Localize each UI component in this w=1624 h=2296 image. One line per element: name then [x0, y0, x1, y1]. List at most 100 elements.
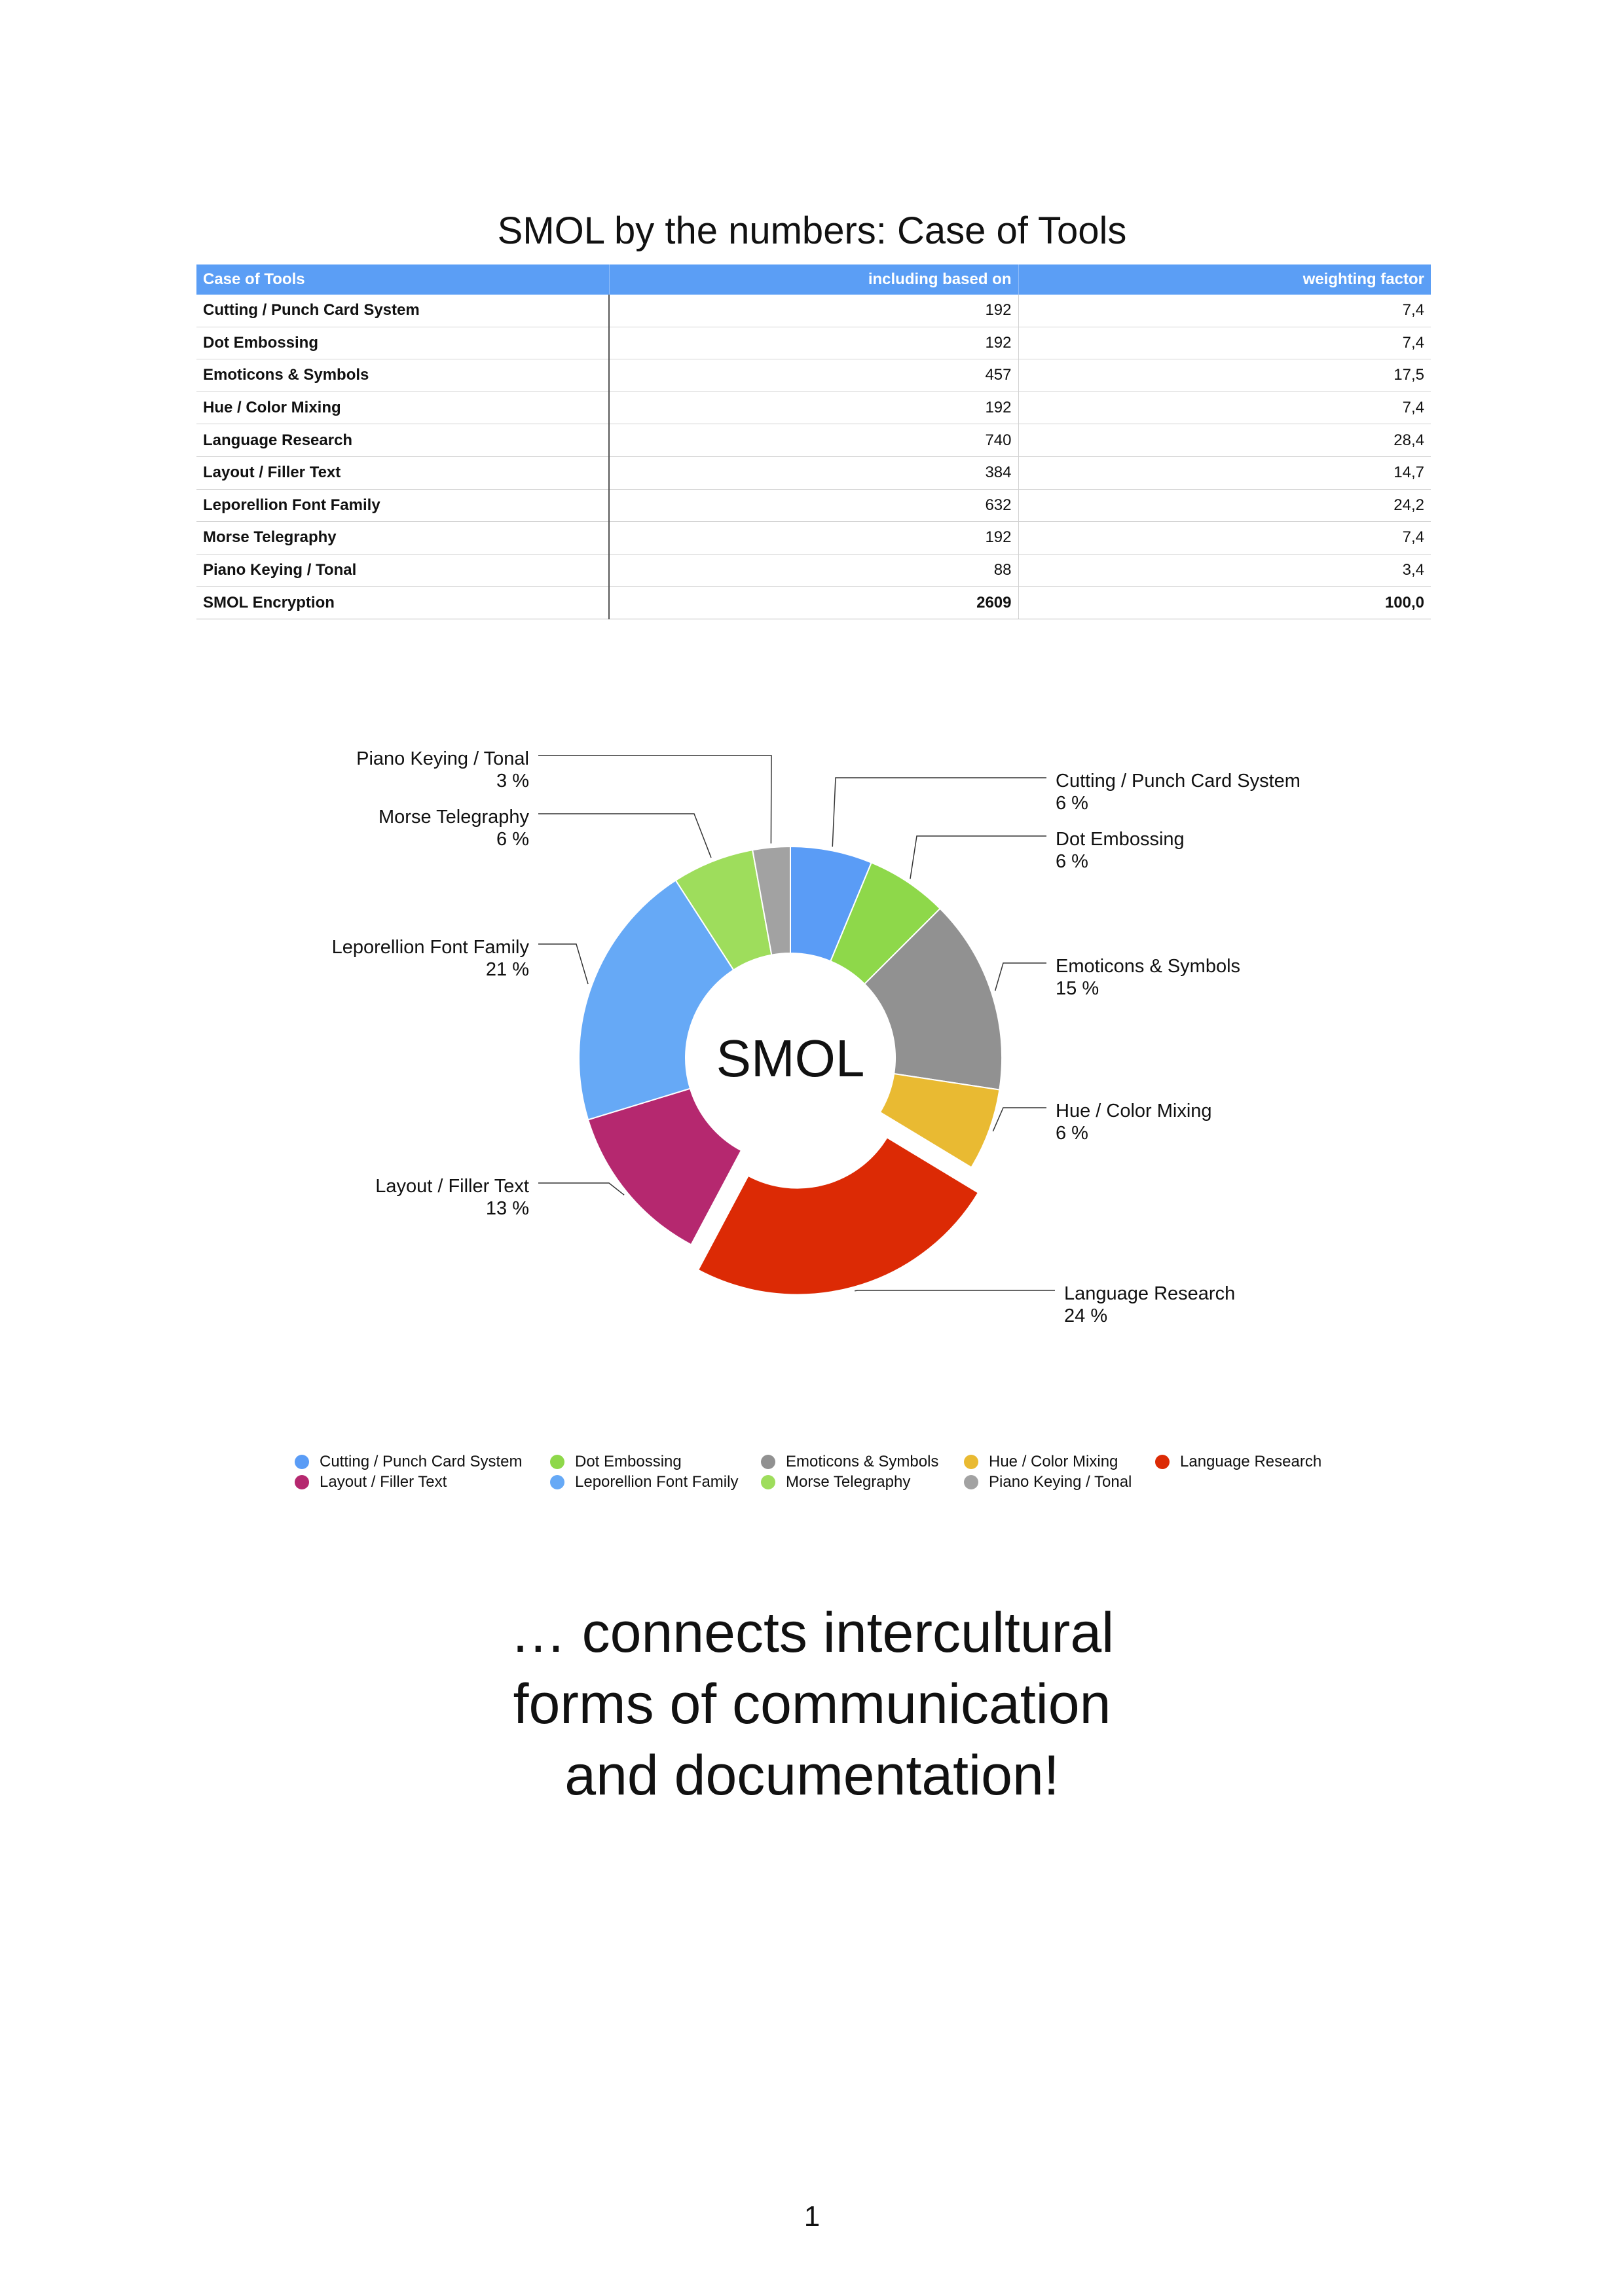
column-header-case-of-tools: Case of Tools: [196, 264, 609, 295]
table-row: Leporellion Font Family 632 24,2: [196, 489, 1431, 522]
table-row: Dot Embossing 192 7,4: [196, 327, 1431, 359]
leader-line-leporellion-font-family: [538, 944, 588, 984]
case-of-tools-table: Case of Tools including based on weighti…: [196, 264, 1431, 619]
donut-slice-language-research: [698, 1137, 978, 1294]
table-row: Hue / Color Mixing 192 7,4: [196, 392, 1431, 424]
table-row: Morse Telegraphy 192 7,4: [196, 522, 1431, 555]
total-label-cell: SMOL Encryption: [196, 587, 609, 619]
based-on-cell: 740: [609, 424, 1018, 457]
based-on-cell: 192: [609, 327, 1018, 359]
tagline-line: and documentation!: [327, 1740, 1297, 1812]
legend-label: Cutting / Punch Card System: [320, 1453, 522, 1470]
based-on-cell: 457: [609, 359, 1018, 392]
legend-swatch: [1155, 1455, 1170, 1469]
leader-line-layout-filler-text: [538, 1183, 624, 1195]
weighting-cell: 7,4: [1018, 522, 1431, 555]
tool-name-cell: Piano Keying / Tonal: [196, 554, 609, 587]
tagline-line: … connects intercultural: [327, 1597, 1297, 1669]
legend-item-emoticons-symbols: Emoticons & Symbols: [761, 1453, 964, 1470]
based-on-cell: 192: [609, 392, 1018, 424]
table-row: Emoticons & Symbols 457 17,5: [196, 359, 1431, 392]
slice-percent-dot-embossing: 6 %: [1056, 851, 1088, 872]
based-on-cell: 192: [609, 295, 1018, 327]
tool-name-cell: Cutting / Punch Card System: [196, 295, 609, 327]
column-header-including-based-on: including based on: [609, 264, 1018, 295]
legend-label: Language Research: [1180, 1453, 1321, 1470]
legend-item-hue-color-mixing: Hue / Color Mixing: [964, 1453, 1155, 1470]
legend-label: Hue / Color Mixing: [989, 1453, 1118, 1470]
slice-label-language-research: Language Research: [1064, 1283, 1235, 1304]
table-header-row: Case of Tools including based on weighti…: [196, 264, 1431, 295]
legend-swatch: [964, 1475, 978, 1489]
tool-name-cell: Layout / Filler Text: [196, 456, 609, 489]
slice-label-dot-embossing: Dot Embossing: [1056, 829, 1185, 850]
total-weighting-cell: 100,0: [1018, 587, 1431, 619]
donut-center-label: SMOL: [716, 1029, 865, 1087]
based-on-cell: 192: [609, 522, 1018, 555]
slice-label-hue-color-mixing: Hue / Color Mixing: [1056, 1101, 1212, 1121]
column-header-weighting-factor: weighting factor: [1018, 264, 1431, 295]
weighting-cell: 7,4: [1018, 392, 1431, 424]
legend-item-layout-filler-text: Layout / Filler Text: [295, 1474, 550, 1491]
leader-line-dot-embossing: [910, 836, 1046, 879]
slice-label-piano-keying-tonal: Piano Keying / Tonal: [356, 748, 529, 769]
tool-name-cell: Hue / Color Mixing: [196, 392, 609, 424]
legend-label: Piano Keying / Tonal: [989, 1474, 1132, 1491]
chart-legend: Cutting / Punch Card System Dot Embossin…: [295, 1453, 1375, 1491]
slice-percent-piano-keying-tonal: 3 %: [496, 771, 529, 792]
slice-label-cutting-punch-card-system: Cutting / Punch Card System: [1056, 771, 1301, 792]
legend-item-language-research: Language Research: [1155, 1453, 1352, 1470]
legend-swatch: [295, 1455, 309, 1469]
legend-item-dot-embossing: Dot Embossing: [550, 1453, 761, 1470]
legend-swatch: [550, 1475, 564, 1489]
leader-line-emoticons-symbols: [995, 963, 1046, 991]
based-on-cell: 88: [609, 554, 1018, 587]
legend-swatch: [761, 1475, 775, 1489]
weighting-cell: 24,2: [1018, 489, 1431, 522]
weighting-cell: 7,4: [1018, 295, 1431, 327]
leader-line-hue-color-mixing: [993, 1108, 1046, 1131]
tool-name-cell: Leporellion Font Family: [196, 489, 609, 522]
tool-name-cell: Dot Embossing: [196, 327, 609, 359]
legend-label: Emoticons & Symbols: [786, 1453, 938, 1470]
table-row: Layout / Filler Text 384 14,7: [196, 456, 1431, 489]
leader-line-language-research: [855, 1290, 1055, 1291]
total-based-on-cell: 2609: [609, 587, 1018, 619]
legend-item-cutting-punch-card-system: Cutting / Punch Card System: [295, 1453, 550, 1470]
slice-percent-emoticons-symbols: 15 %: [1056, 978, 1099, 999]
legend-label: Layout / Filler Text: [320, 1474, 447, 1491]
leader-line-morse-telegraphy: [538, 814, 711, 858]
weighting-cell: 28,4: [1018, 424, 1431, 457]
legend-item-piano-keying-tonal: Piano Keying / Tonal: [964, 1474, 1155, 1491]
legend-label: Leporellion Font Family: [575, 1474, 738, 1491]
weighting-cell: 14,7: [1018, 456, 1431, 489]
tagline: … connects intercultural forms of commun…: [327, 1597, 1297, 1812]
table-row: Language Research 740 28,4: [196, 424, 1431, 457]
page-title: SMOL by the numbers: Case of Tools: [196, 208, 1428, 254]
legend-swatch: [761, 1455, 775, 1469]
tool-name-cell: Emoticons & Symbols: [196, 359, 609, 392]
slice-label-leporellion-font-family: Leporellion Font Family: [332, 937, 530, 958]
slice-percent-cutting-punch-card-system: 6 %: [1056, 793, 1088, 814]
legend-item-leporellion-font-family: Leporellion Font Family: [550, 1474, 761, 1491]
slice-percent-layout-filler-text: 13 %: [486, 1198, 529, 1219]
based-on-cell: 632: [609, 489, 1018, 522]
weighting-cell: 7,4: [1018, 327, 1431, 359]
slice-percent-language-research: 24 %: [1064, 1305, 1107, 1326]
table-row: Cutting / Punch Card System 192 7,4: [196, 295, 1431, 327]
tagline-line: forms of communication: [327, 1669, 1297, 1740]
legend-label: Morse Telegraphy: [786, 1474, 910, 1491]
legend-item-morse-telegraphy: Morse Telegraphy: [761, 1474, 964, 1491]
legend-swatch: [550, 1455, 564, 1469]
weighting-cell: 17,5: [1018, 359, 1431, 392]
leader-line-piano-keying-tonal: [538, 756, 771, 843]
slice-percent-morse-telegraphy: 6 %: [496, 829, 529, 850]
based-on-cell: 384: [609, 456, 1018, 489]
slice-label-emoticons-symbols: Emoticons & Symbols: [1056, 956, 1240, 977]
slice-label-morse-telegraphy: Morse Telegraphy: [378, 807, 529, 828]
tool-name-cell: Morse Telegraphy: [196, 522, 609, 555]
legend-label: Dot Embossing: [575, 1453, 682, 1470]
page-number: 1: [779, 2200, 845, 2234]
slice-percent-hue-color-mixing: 6 %: [1056, 1123, 1088, 1144]
